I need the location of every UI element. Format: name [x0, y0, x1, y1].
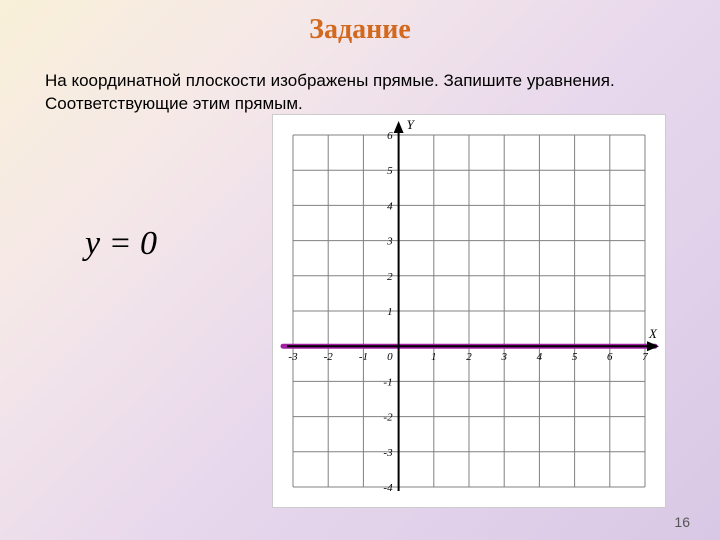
svg-text:5: 5: [387, 165, 393, 177]
svg-text:0: 0: [387, 351, 393, 363]
equation-display: y = 0: [85, 225, 157, 263]
page-number: 16: [674, 514, 690, 530]
svg-text:X: X: [648, 326, 658, 341]
svg-text:2: 2: [387, 271, 393, 283]
svg-text:4: 4: [387, 200, 393, 212]
svg-text:-4: -4: [383, 482, 393, 494]
svg-text:1: 1: [387, 306, 393, 318]
task-description: На координатной плоскости изображены пря…: [45, 70, 615, 116]
svg-text:1: 1: [431, 351, 437, 363]
task-line-1: На координатной плоскости изображены пря…: [45, 71, 615, 90]
svg-text:-2: -2: [324, 351, 334, 363]
svg-text:-3: -3: [288, 351, 298, 363]
svg-text:2: 2: [466, 351, 472, 363]
coordinate-plane-chart: -3-2-11234567-4-3-2-11234560YX: [272, 114, 666, 508]
svg-text:-1: -1: [359, 351, 368, 363]
svg-text:6: 6: [387, 130, 393, 142]
svg-text:3: 3: [386, 236, 393, 248]
svg-text:-1: -1: [383, 376, 392, 388]
svg-text:7: 7: [642, 351, 648, 363]
svg-text:5: 5: [572, 351, 578, 363]
svg-text:-2: -2: [383, 412, 393, 424]
task-line-2: Соответствующие этим прямым.: [45, 94, 303, 113]
task-title: Задание: [0, 0, 720, 46]
svg-text:3: 3: [500, 351, 507, 363]
svg-text:-3: -3: [383, 447, 393, 459]
svg-text:4: 4: [537, 351, 543, 363]
svg-text:6: 6: [607, 351, 613, 363]
